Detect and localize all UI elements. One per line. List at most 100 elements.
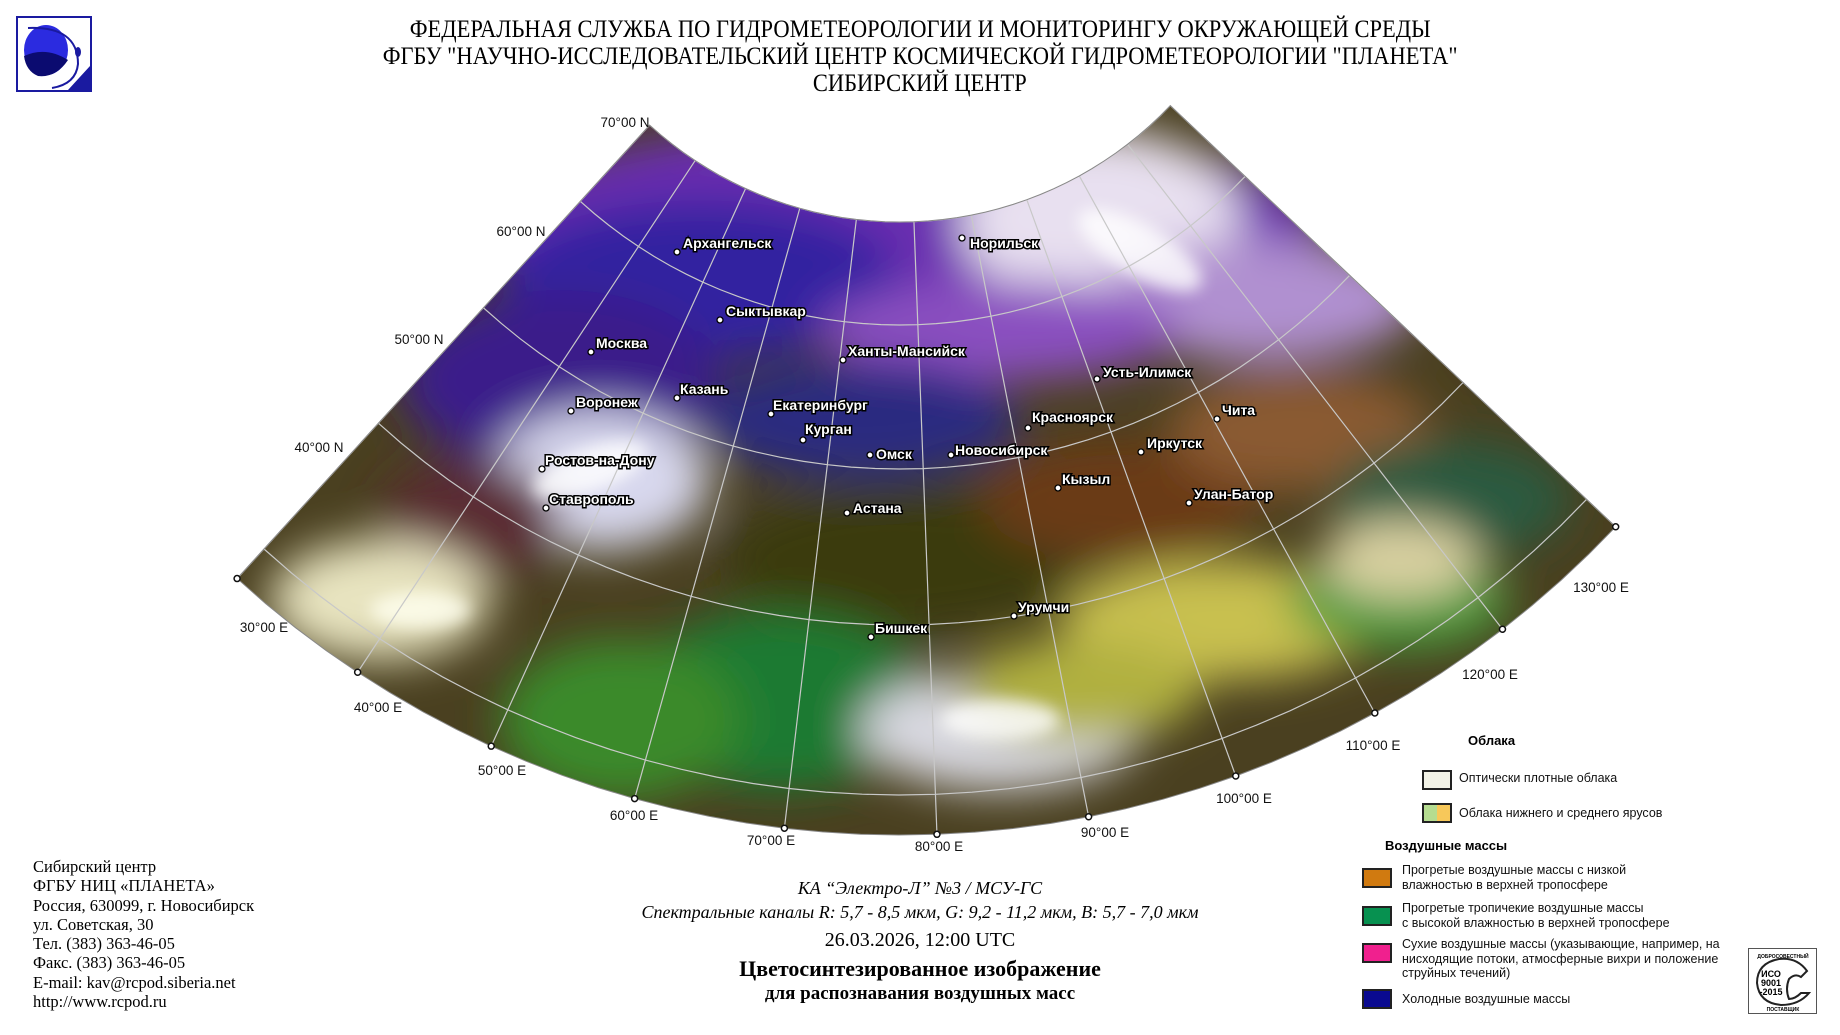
meridian-line: [1078, 175, 1376, 714]
longitude-tick: [1611, 523, 1620, 531]
city-label: Воронеж: [576, 394, 639, 410]
longitude-tick: [1232, 772, 1240, 780]
city-marker: Урумчи: [1010, 598, 1071, 620]
contact-website[interactable]: http://www.rcpod.ru: [33, 992, 167, 1012]
city-marker: Чита: [1213, 401, 1257, 423]
city-marker: Казань: [673, 380, 730, 402]
city-dot: [567, 407, 575, 415]
city-dot: [673, 394, 681, 402]
latitude-label: 50°00 N: [395, 332, 444, 347]
city-label: Курган: [805, 421, 852, 437]
meridian-line: [970, 215, 1090, 817]
city-dot: [958, 234, 966, 242]
image-datetime: 26.03.2026, 12:00 UTC: [824, 929, 1016, 951]
city-label: Красноярск: [1032, 409, 1114, 425]
svg-text:ДОБРОСОВЕСТНЫЙ: ДОБРОСОВЕСТНЫЙ: [1757, 952, 1809, 960]
city-label: Улан-Батор: [1194, 486, 1273, 502]
svg-text:ИСО: ИСО: [1761, 969, 1781, 979]
city-dot: [1054, 484, 1062, 492]
legend-label: Оптически плотные облака: [1459, 771, 1618, 785]
city-label: Чита: [1222, 402, 1255, 418]
city-dot: [767, 410, 775, 418]
meridian-line: [357, 160, 696, 673]
city-marker: Красноярск: [1024, 408, 1115, 432]
header-line-3: СИБИРСКИЙ ЦЕНТР: [813, 70, 1027, 97]
city-marker: Бишкек: [867, 619, 930, 641]
city-dot: [1185, 499, 1193, 507]
longitude-tick: [1084, 813, 1093, 821]
city-dot: [673, 248, 681, 256]
header-line-2: ФГБУ "НАУЧНО-ИССЛЕДОВАТЕЛЬСКИЙ ЦЕНТР КОС…: [382, 43, 1458, 70]
legend-label: Сухие воздушные массы (указывающие, напр…: [1402, 937, 1720, 980]
latitude-label: 40°00 N: [295, 440, 344, 455]
legend-label: Облака нижнего и среднего ярусов: [1459, 806, 1663, 820]
city-label: Екатеринбург: [773, 397, 868, 413]
legend-label: Прогретые воздушные массы с низкой влажно…: [1402, 863, 1627, 892]
meridian-line: [783, 219, 857, 829]
image-subtitle: для распознавания воздушных масс: [764, 983, 1076, 1004]
city-dot: [1213, 415, 1221, 423]
city-marker: Ростов-на-Дону: [538, 451, 656, 473]
latitude-label: 60°00 N: [497, 224, 546, 239]
legend-swatch: [1422, 803, 1452, 823]
city-dot: [587, 348, 595, 356]
city-label: Урумчи: [1018, 599, 1069, 615]
legend-swatch: [1362, 868, 1392, 888]
city-dot: [1137, 448, 1145, 456]
city-label: Казань: [680, 381, 729, 397]
svg-text:-2015: -2015: [1759, 987, 1782, 997]
legend-swatch: [1362, 906, 1392, 926]
legend-label: Прогретые тропичекие воздушные массы с вы…: [1402, 901, 1670, 930]
city-dot: [867, 633, 875, 641]
city-marker: Москва: [587, 334, 649, 356]
city-dot: [1010, 612, 1018, 620]
longitude-label: 130°00 E: [1573, 580, 1629, 595]
contact-line: Факс. (383) 363-46-05: [33, 953, 186, 973]
city-label: Астана: [853, 500, 902, 516]
longitude-tick: [1498, 625, 1507, 634]
contact-email[interactable]: E-mail: kav@rcpod.siberia.net: [33, 972, 236, 992]
city-label: Омск: [876, 446, 913, 462]
city-label: Москва: [596, 335, 647, 351]
legend-label: Холодные воздушные массы: [1402, 992, 1571, 1006]
longitude-label: 60°00 E: [610, 808, 658, 823]
legend-air-title: Воздушные массы: [1385, 838, 1508, 853]
city-marker: Усть-Илимск: [1093, 363, 1194, 383]
city-marker: Кызыл: [1054, 470, 1112, 492]
meridian-line: [1127, 143, 1503, 630]
meridian-line: [490, 188, 747, 747]
city-marker: Улан-Батор: [1185, 485, 1275, 507]
meridian-line: [1026, 199, 1237, 777]
city-dot: [1093, 375, 1101, 383]
city-dot: [799, 436, 807, 444]
satellite-imagery: [237, 105, 1616, 836]
city-marker: Астана: [843, 499, 903, 518]
longitude-tick: [630, 794, 639, 803]
city-label: Новосибирск: [955, 442, 1048, 458]
city-marker: Иркутск: [1137, 434, 1205, 456]
city-dot: [843, 509, 851, 517]
legend-swatch: [1422, 770, 1452, 790]
meridian-line: [913, 221, 938, 835]
contact-line: Сибирский центр: [33, 857, 157, 876]
longitude-label: 90°00 E: [1081, 825, 1129, 840]
contact-line: Россия, 630099, г. Новосибирск: [33, 895, 255, 915]
city-marker: Сыктывкар: [716, 302, 807, 324]
city-dot: [538, 465, 546, 473]
city-marker: Ханты-Мансийск: [839, 342, 967, 364]
city-label: Сыктывкар: [726, 303, 806, 319]
city-label: Ханты-Мансийск: [848, 343, 966, 359]
city-label: Ставрополь: [549, 491, 634, 507]
longitude-label: 120°00 E: [1462, 667, 1518, 682]
city-dot: [716, 316, 724, 324]
longitude-tick: [353, 668, 362, 676]
contact-line: Тел. (383) 363-46-05: [33, 934, 175, 954]
longitude-label: 50°00 E: [478, 763, 526, 778]
legend-swatch: [1362, 943, 1392, 963]
longitude-label: 110°00 E: [1346, 738, 1401, 753]
city-label: Кызыл: [1062, 471, 1110, 487]
contact-block: Сибирский центр ФГБУ НИЦ «ПЛАНЕТА» Росси…: [33, 857, 254, 1011]
city-label: Норильск: [970, 235, 1039, 251]
longitude-tick: [487, 742, 495, 750]
